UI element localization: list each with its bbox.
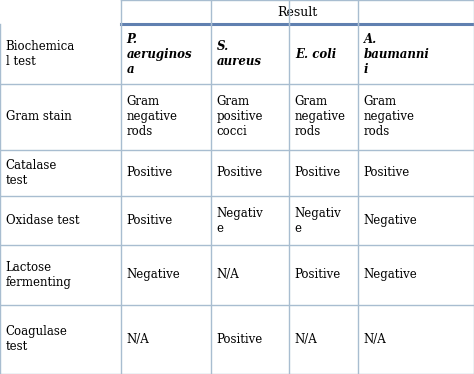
Text: Gram
negative
rods: Gram negative rods (364, 95, 415, 138)
Text: Positive: Positive (364, 166, 410, 180)
Text: S.
aureus: S. aureus (217, 40, 262, 68)
Text: Positive: Positive (127, 166, 173, 180)
Text: Gram stain: Gram stain (6, 110, 72, 123)
Text: Positive: Positive (217, 333, 263, 346)
Text: Lactose
fermenting: Lactose fermenting (6, 261, 72, 289)
Text: Gram
negative
rods: Gram negative rods (295, 95, 346, 138)
Text: Negativ
e: Negativ e (295, 207, 342, 234)
Text: Negative: Negative (364, 214, 417, 227)
Text: Positive: Positive (127, 214, 173, 227)
Text: Positive: Positive (217, 166, 263, 180)
Text: E. coli: E. coli (295, 48, 336, 61)
Text: Positive: Positive (295, 269, 341, 281)
Text: Negative: Negative (127, 269, 180, 281)
Text: Coagulase
test: Coagulase test (6, 325, 68, 353)
Text: Catalase
test: Catalase test (6, 159, 57, 187)
Text: Positive: Positive (295, 166, 341, 180)
Text: Negativ
e: Negativ e (217, 207, 264, 234)
Text: Gram
positive
cocci: Gram positive cocci (217, 95, 263, 138)
Text: Gram
negative
rods: Gram negative rods (127, 95, 178, 138)
Text: A.
baumanni
i: A. baumanni i (364, 33, 429, 76)
Text: N/A: N/A (217, 269, 239, 281)
Text: Biochemica
l test: Biochemica l test (6, 40, 75, 68)
Text: Result: Result (277, 6, 318, 19)
Text: N/A: N/A (295, 333, 318, 346)
Text: Negative: Negative (364, 269, 417, 281)
Text: Oxidase test: Oxidase test (6, 214, 79, 227)
Text: N/A: N/A (364, 333, 386, 346)
Text: P.
aeruginos
a: P. aeruginos a (127, 33, 192, 76)
Text: N/A: N/A (127, 333, 149, 346)
